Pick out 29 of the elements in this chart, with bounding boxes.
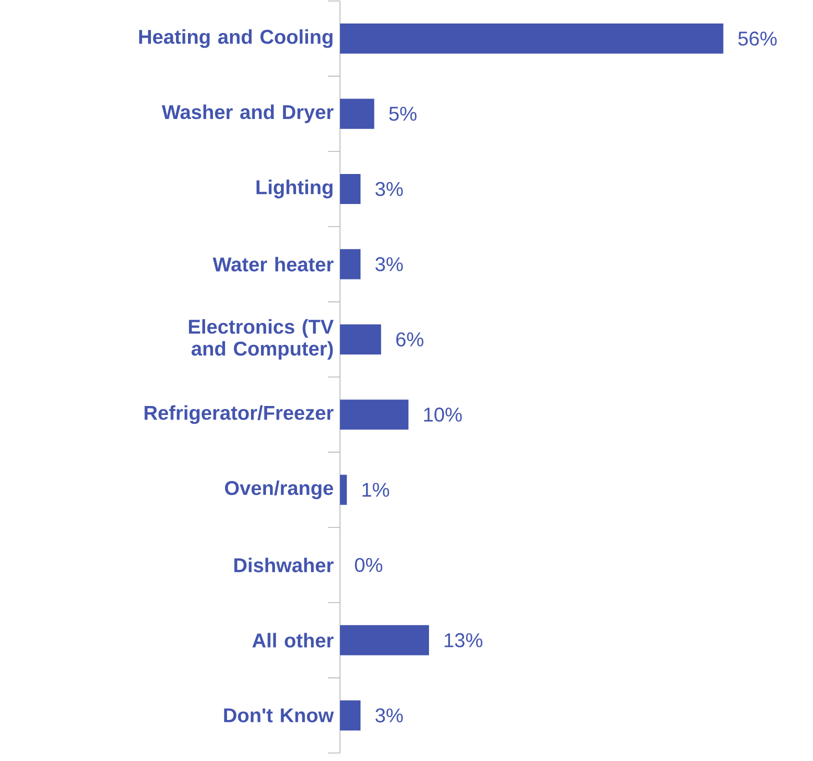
- y-tick-label: Electronics (TV and Computer): [188, 319, 334, 360]
- data-label: 13%: [444, 633, 482, 648]
- data-label: 6%: [396, 332, 424, 346]
- data-label: 10%: [424, 408, 462, 422]
- bar: [340, 249, 361, 280]
- data-label: 0%: [354, 558, 382, 572]
- y-tick-label: Lighting: [256, 180, 332, 198]
- bar: [340, 474, 347, 505]
- bar: [340, 625, 429, 656]
- data-label: 3%: [376, 708, 403, 722]
- y-tick-label: Washer and Dryer: [162, 104, 334, 124]
- data-label: 3%: [376, 182, 403, 196]
- y-tick-label: Dishwaher: [234, 558, 334, 572]
- y-tick-label: Don't Know: [224, 708, 334, 722]
- y-tick-label: All other: [252, 632, 334, 648]
- y-tick-label: Water heater: [212, 256, 334, 272]
- y-tick-label: Refrigerator/Freezer: [144, 405, 334, 424]
- data-label: 56%: [738, 32, 777, 46]
- bar: [340, 24, 724, 54]
- y-tick-label: Heating and Cooling: [139, 29, 332, 48]
- bar: [340, 400, 408, 430]
- bar: [340, 174, 361, 204]
- bar: [340, 700, 361, 730]
- y-tick-label: Oven/range: [224, 480, 334, 500]
- data-label: 3%: [376, 257, 403, 272]
- data-label: 5%: [389, 106, 417, 121]
- bar: [340, 98, 374, 129]
- bar: [340, 324, 382, 354]
- data-label: 1%: [362, 482, 390, 497]
